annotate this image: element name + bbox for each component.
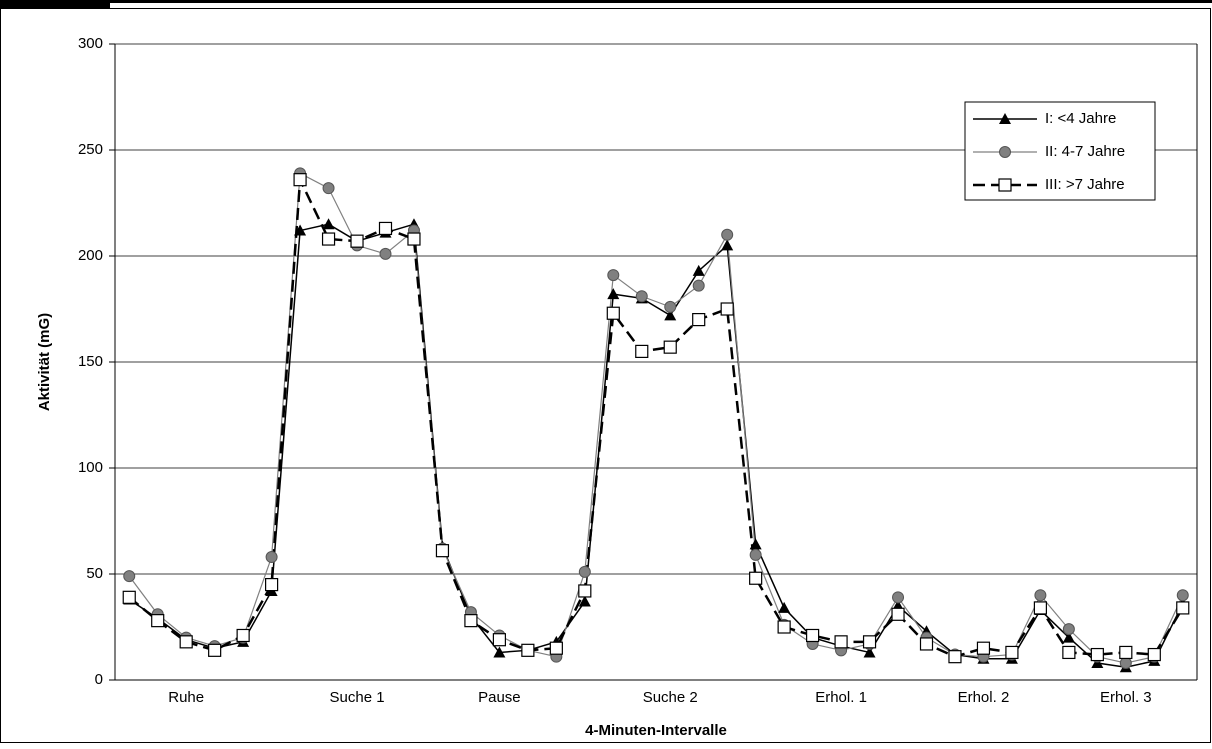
marker (265, 551, 278, 564)
marker (578, 565, 591, 578)
x-tick-label: Erhol. 2 (958, 689, 1010, 706)
marker (407, 232, 421, 246)
marker (891, 607, 905, 621)
marker (607, 288, 620, 300)
marker (350, 234, 364, 248)
marker (265, 577, 279, 592)
marker (435, 544, 450, 558)
marker (322, 182, 335, 195)
marker (948, 650, 962, 664)
marker (1176, 589, 1189, 602)
marker (635, 344, 649, 358)
marker (635, 290, 648, 303)
marker (521, 643, 535, 657)
marker (123, 570, 136, 583)
marker (294, 224, 307, 236)
marker (151, 614, 165, 628)
y-tick-label: 0 (95, 671, 103, 688)
marker (578, 595, 591, 607)
marker (749, 571, 763, 585)
marker (806, 628, 820, 643)
marker (322, 218, 335, 230)
marker (236, 628, 250, 643)
marker (1090, 647, 1104, 662)
y-tick-label: 250 (78, 141, 103, 158)
marker (1005, 645, 1019, 660)
marker (976, 641, 991, 655)
y-tick-label: 300 (78, 35, 103, 52)
x-tick-label: Erhol. 3 (1100, 689, 1152, 706)
x-tick-label: Suche 2 (643, 689, 698, 706)
marker (321, 232, 336, 246)
x-axis-label: 4-Minuten-Intervalle (585, 722, 727, 739)
marker (293, 173, 307, 187)
marker (721, 239, 734, 251)
marker (1176, 601, 1190, 615)
y-tick-label: 150 (78, 353, 103, 370)
marker (664, 309, 677, 321)
legend-label: III: >7 Jahre (1045, 176, 1125, 193)
marker (749, 538, 762, 550)
marker (892, 591, 905, 604)
marker (492, 633, 506, 647)
x-tick-label: Erhol. 1 (815, 689, 867, 706)
marker (179, 635, 193, 649)
marker (720, 302, 734, 316)
marker (721, 228, 734, 241)
marker (464, 614, 478, 628)
y-axis-label: Aktivität (mG) (36, 313, 53, 411)
legend-label: I: <4 Jahre (1045, 110, 1116, 127)
marker (606, 306, 620, 320)
marker (1034, 589, 1047, 602)
marker (692, 264, 705, 276)
marker (998, 178, 1012, 192)
y-tick-label: 100 (78, 459, 103, 476)
marker (578, 584, 592, 598)
marker (379, 247, 392, 260)
marker (607, 269, 620, 282)
marker (1062, 623, 1075, 636)
marker (778, 601, 791, 613)
marker (663, 340, 677, 354)
marker (999, 146, 1011, 158)
marker (1062, 631, 1075, 643)
marker (122, 590, 136, 604)
marker (777, 620, 791, 634)
marker (862, 635, 877, 649)
marker (1062, 645, 1076, 660)
x-tick-label: Suche 1 (330, 689, 385, 706)
marker (208, 643, 222, 657)
marker (692, 313, 706, 327)
y-tick-label: 50 (86, 565, 103, 582)
marker (378, 221, 393, 236)
marker (749, 548, 762, 561)
marker (1033, 601, 1047, 615)
marker (692, 279, 705, 292)
marker (863, 646, 876, 658)
legend-label: II: 4-7 Jahre (1045, 143, 1125, 160)
marker (1119, 657, 1132, 670)
marker (549, 641, 563, 655)
marker (919, 637, 934, 651)
top-rule (0, 0, 1212, 3)
marker (664, 300, 677, 313)
marker (1119, 645, 1133, 660)
marker (999, 113, 1011, 124)
marker (1147, 647, 1161, 662)
top-tab (0, 0, 110, 8)
y-tick-label: 200 (78, 247, 103, 264)
marker (834, 635, 848, 649)
x-tick-label: Pause (478, 689, 521, 706)
marker (493, 646, 506, 658)
x-tick-label: Ruhe (168, 689, 204, 706)
